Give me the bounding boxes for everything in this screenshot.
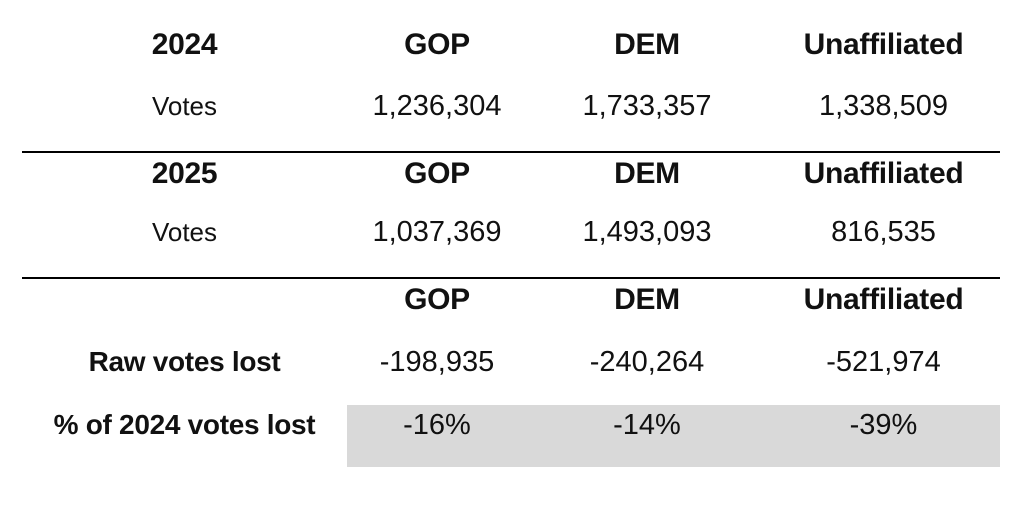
value-2024-dem: 1,733,357	[582, 89, 712, 122]
value-2025-gop: 1,037,369	[372, 215, 502, 248]
column-header-gop: GOP	[404, 283, 470, 316]
section-divider	[22, 277, 1000, 279]
table-row-2024-header: 2024 GOP DEM Unaffiliated	[22, 20, 1000, 70]
year-header-2024: 2024	[151, 28, 218, 61]
row-label-raw-votes-lost: Raw votes lost	[88, 346, 281, 377]
value-raw-lost-dem: -240,264	[589, 345, 705, 378]
row-label-votes: Votes	[151, 90, 218, 121]
value-2025-unaffiliated: 816,535	[831, 215, 936, 248]
row-label-pct-votes-lost: % of 2024 votes lost	[53, 409, 316, 440]
table-row-raw-votes-lost: Raw votes lost -198,935 -240,264 -521,97…	[22, 337, 1000, 387]
year-header-2025: 2025	[151, 157, 218, 190]
column-header-unaffiliated: Unaffiliated	[803, 28, 964, 61]
column-header-dem: DEM	[614, 283, 680, 316]
value-2024-unaffiliated: 1,338,509	[818, 89, 948, 122]
value-2024-gop: 1,236,304	[372, 89, 502, 122]
value-raw-lost-unaffiliated: -521,974	[826, 345, 941, 378]
table-row-diff-header: GOP DEM Unaffiliated	[22, 275, 1000, 325]
value-pct-lost-gop: -16%	[347, 405, 527, 467]
column-header-dem: DEM	[614, 28, 680, 61]
table-row-pct-votes-lost: % of 2024 votes lost -16% -14% -39%	[22, 405, 1000, 467]
table-row-2024-votes: Votes 1,236,304 1,733,357 1,338,509	[22, 81, 1000, 131]
section-divider	[22, 151, 1000, 153]
column-header-dem: DEM	[614, 157, 680, 190]
column-header-gop: GOP	[404, 28, 470, 61]
column-header-gop: GOP	[404, 157, 470, 190]
value-pct-lost-unaffiliated: -39%	[767, 405, 1000, 467]
column-header-unaffiliated: Unaffiliated	[803, 283, 964, 316]
row-label-votes: Votes	[151, 216, 218, 247]
column-header-unaffiliated: Unaffiliated	[803, 157, 964, 190]
table-row-2025-votes: Votes 1,037,369 1,493,093 816,535	[22, 207, 1000, 257]
value-pct-lost-dem: -14%	[527, 405, 767, 467]
table-row-2025-header: 2025 GOP DEM Unaffiliated	[22, 149, 1000, 199]
value-raw-lost-gop: -198,935	[379, 345, 495, 378]
value-2025-dem: 1,493,093	[582, 215, 712, 248]
